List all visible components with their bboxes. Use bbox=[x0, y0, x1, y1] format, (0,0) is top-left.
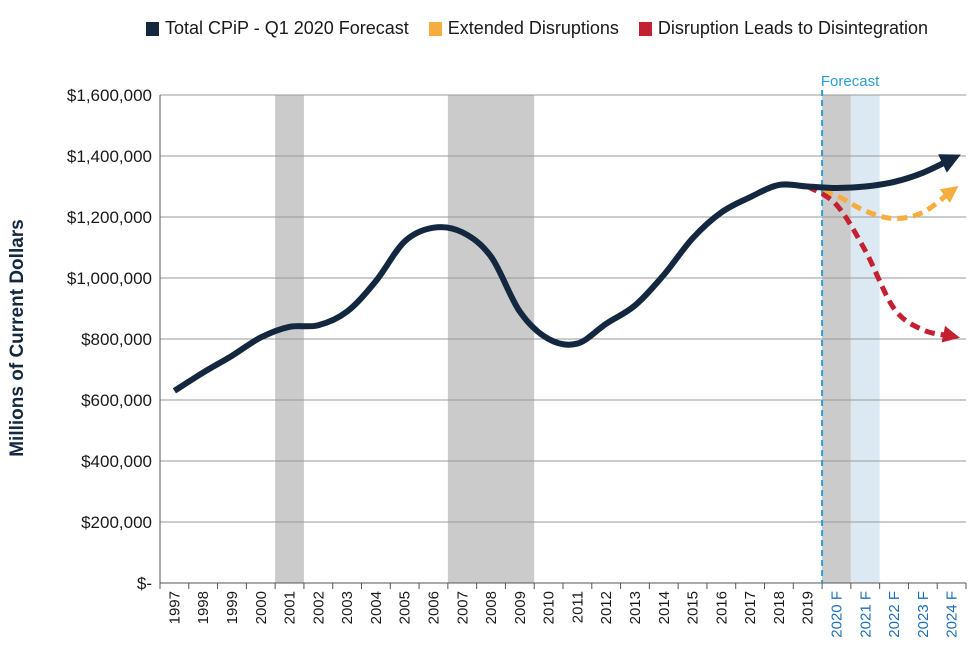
legend-swatch-2 bbox=[638, 21, 652, 36]
legend-label-0: Total CPiP - Q1 2020 Forecast bbox=[165, 18, 409, 38]
x-tick-label-22: 2019 bbox=[800, 591, 817, 624]
legend-item-0: Total CPiP - Q1 2020 Forecast bbox=[146, 18, 409, 39]
x-tick-label-9: 2006 bbox=[425, 591, 442, 624]
y-tick-label-6: $1,200,000 bbox=[67, 208, 152, 227]
legend-label-2: Disruption Leads to Disintegration bbox=[657, 18, 929, 38]
x-tick-label-5: 2002 bbox=[310, 591, 327, 624]
x-tick-label-16: 2013 bbox=[627, 591, 644, 624]
x-tick-label-8: 2005 bbox=[397, 591, 414, 624]
x-tick-label-11: 2008 bbox=[483, 591, 500, 624]
x-tick-label-7: 2004 bbox=[368, 591, 385, 624]
x-tick-label-26: 2023 F bbox=[915, 591, 932, 638]
x-tick-label-0: 1997 bbox=[166, 591, 183, 624]
y-tick-label-0: $- bbox=[137, 574, 152, 593]
legend-item-2: Disruption Leads to Disintegration bbox=[638, 18, 929, 39]
x-tick-label-23: 2020 F bbox=[828, 591, 845, 638]
x-tick-label-10: 2007 bbox=[454, 591, 471, 624]
x-tick-label-2: 1999 bbox=[224, 591, 241, 624]
forecast-annotation: Forecast bbox=[821, 73, 880, 90]
y-tick-label-8: $1,600,000 bbox=[67, 86, 152, 105]
legend-label-1: Extended Disruptions bbox=[447, 18, 619, 38]
x-tick-label-21: 2018 bbox=[771, 591, 788, 624]
x-tick-label-18: 2015 bbox=[685, 591, 702, 624]
x-tick-label-4: 2001 bbox=[282, 591, 299, 624]
y-tick-label-7: $1,400,000 bbox=[67, 147, 152, 166]
x-tick-label-19: 2016 bbox=[713, 591, 730, 624]
x-tick-label-25: 2022 F bbox=[886, 591, 903, 638]
x-tick-label-27: 2024 F bbox=[944, 591, 961, 638]
x-tick-label-14: 2011 bbox=[569, 591, 586, 623]
x-tick-label-1: 1998 bbox=[195, 591, 212, 624]
x-tick-label-3: 2000 bbox=[253, 591, 270, 624]
y-tick-label-1: $200,000 bbox=[81, 513, 152, 532]
legend: Total CPiP - Q1 2020 Forecast Extended D… bbox=[146, 18, 973, 39]
series-line-0 bbox=[172, 154, 961, 394]
legend-swatch-0 bbox=[146, 21, 159, 36]
x-tick-label-17: 2014 bbox=[656, 591, 673, 624]
x-tick-label-24: 2021 F bbox=[857, 591, 874, 638]
legend-swatch-1 bbox=[428, 21, 442, 36]
x-tick-label-12: 2009 bbox=[512, 591, 529, 624]
y-tick-label-2: $400,000 bbox=[81, 452, 152, 471]
x-tick-label-13: 2010 bbox=[541, 591, 558, 624]
x-tick-label-6: 2003 bbox=[339, 591, 356, 624]
x-tick-label-20: 2017 bbox=[742, 591, 759, 624]
y-tick-label-4: $800,000 bbox=[81, 330, 152, 349]
y-tick-label-3: $600,000 bbox=[81, 391, 152, 410]
x-tick-label-15: 2012 bbox=[598, 591, 615, 624]
y-tick-label-5: $1,000,000 bbox=[67, 269, 152, 288]
legend-item-1: Extended Disruptions bbox=[428, 18, 619, 39]
